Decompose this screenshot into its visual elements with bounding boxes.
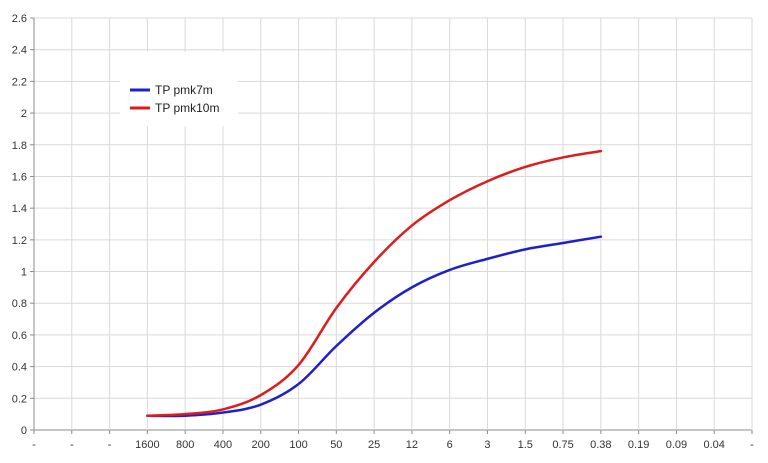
- y-tick-label: 0.8: [12, 298, 27, 310]
- x-tick-label: 0.19: [628, 439, 649, 451]
- x-tick-label: 3: [484, 439, 490, 451]
- x-tick-label: 0.75: [552, 439, 573, 451]
- y-tick-label: 1.6: [12, 171, 27, 183]
- axes: 0 0.2 0.4 0.6 0.8 1 1.2 1.4 1.6 1.8 2 2.2 2.4 2.6 - - - 1…: [12, 13, 754, 451]
- x-tick-label: 6: [447, 439, 453, 451]
- x-tick-label: 100: [289, 439, 307, 451]
- y-tick-label: 0.6: [12, 330, 27, 342]
- x-tick-label: -: [750, 439, 754, 451]
- y-tick-label: 1.4: [12, 203, 27, 215]
- x-tick-label: 12: [406, 439, 418, 451]
- y-tick-label: 1.8: [12, 140, 27, 152]
- x-tick-label: -: [70, 439, 74, 451]
- x-tick-label: 400: [214, 439, 232, 451]
- x-tick-label: -: [32, 439, 36, 451]
- legend-label-series-1: TP pmk7m: [155, 83, 213, 97]
- legend-label-series-2: TP pmk10m: [155, 101, 219, 115]
- x-tick-label: 25: [368, 439, 380, 451]
- x-tick-label: 200: [252, 439, 270, 451]
- series-line-2: [146, 149, 603, 417]
- y-tick-label: 1.2: [12, 235, 27, 247]
- series-line-1: [146, 235, 603, 418]
- series-lines: [146, 149, 603, 418]
- y-tick-label: 0: [21, 425, 27, 437]
- legend: TP pmk7m TP pmk10m: [120, 52, 238, 126]
- x-tick-label: 50: [330, 439, 342, 451]
- x-tick-label: 0.09: [666, 439, 687, 451]
- x-tick-label: -: [108, 439, 112, 451]
- x-tick-label: 0.38: [590, 439, 611, 451]
- x-tick-label: 0.04: [703, 439, 724, 451]
- y-tick-label: 1: [21, 267, 27, 279]
- y-tick-label: 2: [21, 108, 27, 120]
- x-tick-label: 800: [176, 439, 194, 451]
- y-tick-label: 2.4: [12, 45, 27, 57]
- x-tick-label: 1600: [135, 439, 159, 451]
- y-tick-label: 2.2: [12, 76, 27, 88]
- y-tick-label: 0.4: [12, 362, 27, 374]
- x-tick-label: 1.5: [518, 439, 533, 451]
- y-tick-label: 0.2: [12, 393, 27, 405]
- y-tick-label: 2.6: [12, 13, 27, 25]
